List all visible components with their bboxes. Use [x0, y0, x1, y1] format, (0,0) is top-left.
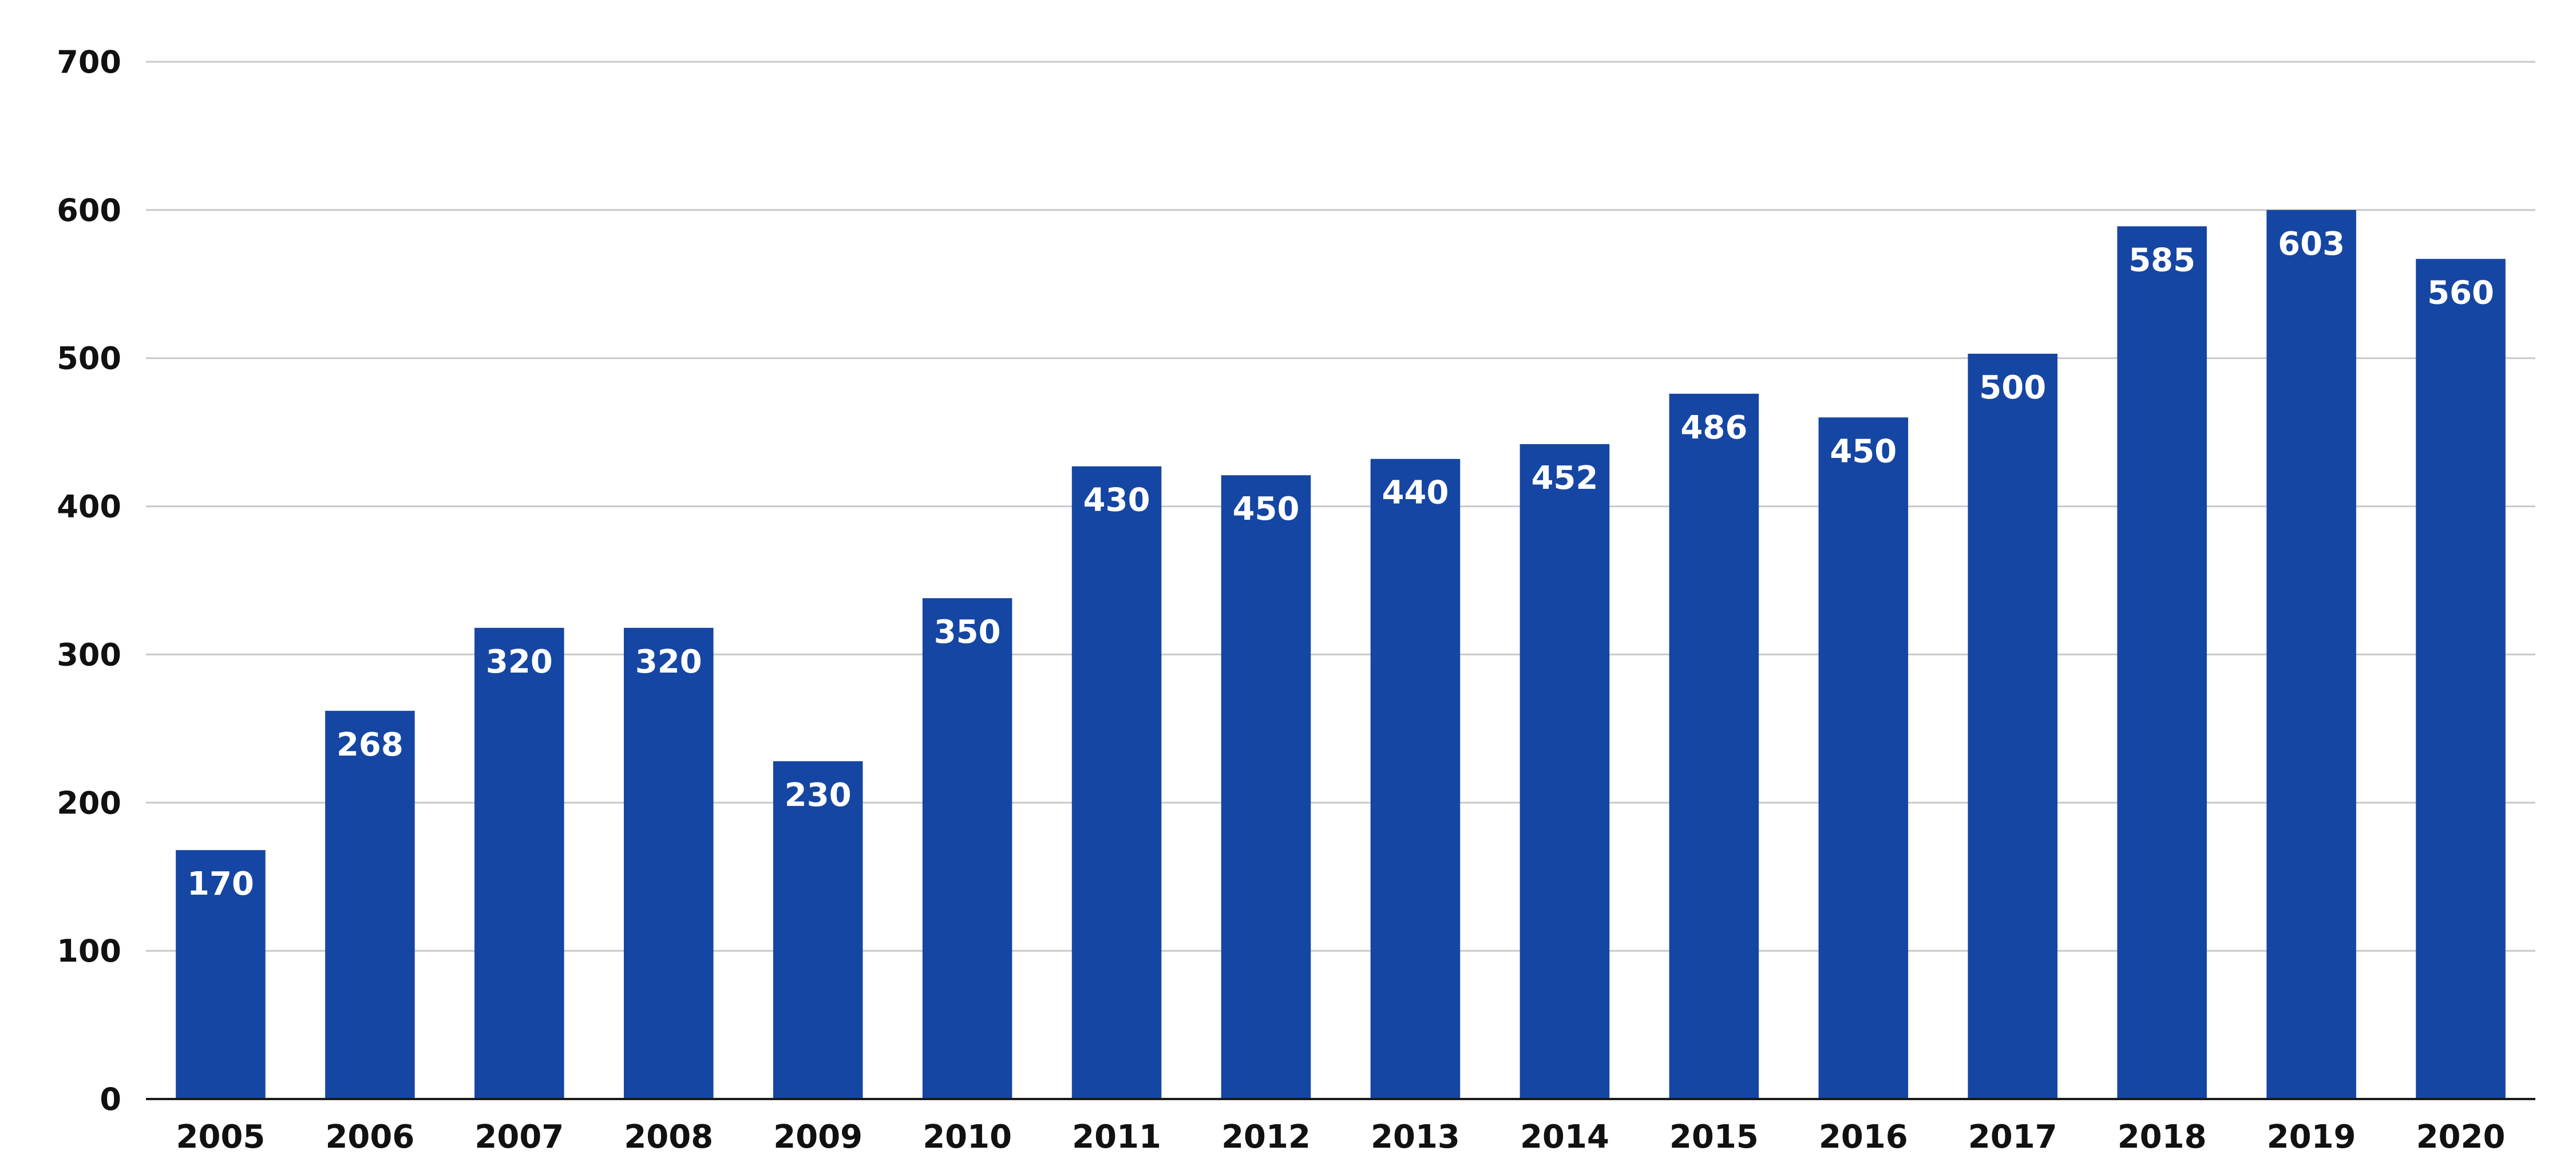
bar-value-label: 350	[934, 614, 1001, 651]
bar	[2117, 226, 2207, 1099]
x-tick-label: 2007	[474, 1118, 564, 1156]
x-axis-ticks: 2005 2006 2007 2008 2009 2010 2011 2012 2013 2014…	[176, 1118, 2506, 1156]
bar	[1968, 353, 2057, 1100]
x-tick-label: 2017	[1968, 1118, 2057, 1156]
bar	[922, 598, 1012, 1099]
x-tick-label: 2014	[1520, 1118, 1609, 1156]
bar	[474, 627, 564, 1099]
bars	[176, 209, 2506, 1100]
x-tick-label: 2016	[1819, 1118, 1908, 1156]
x-tick-label: 2012	[1221, 1118, 1311, 1156]
bar	[1071, 466, 1162, 1100]
x-tick-label: 2011	[1072, 1118, 1161, 1156]
bar-value-label: 268	[337, 726, 403, 764]
bar	[1669, 393, 1759, 1099]
bar-value-label: 500	[1979, 369, 2046, 406]
bar	[1221, 475, 1311, 1099]
bar	[2416, 259, 2506, 1099]
y-tick-label: 500	[57, 341, 121, 377]
y-tick-label: 600	[57, 192, 121, 228]
y-tick-label: 200	[57, 785, 121, 821]
bar-value-label: 320	[635, 643, 702, 681]
bar	[1818, 417, 1909, 1100]
bar	[1370, 458, 1461, 1100]
x-tick-label: 2013	[1371, 1118, 1460, 1156]
bar-value-label: 440	[1382, 475, 1449, 512]
bar	[1520, 444, 1610, 1099]
bar-value-label: 450	[1233, 491, 1300, 528]
x-tick-label: 2005	[176, 1118, 266, 1156]
y-tick-label: 300	[57, 637, 121, 673]
x-tick-label: 2019	[2267, 1118, 2356, 1156]
bar-value-label: 170	[187, 865, 254, 903]
bar-value-label: 230	[785, 777, 852, 814]
bar-value-label: 486	[1680, 409, 1747, 446]
bar	[325, 710, 415, 1099]
bar-value-label: 452	[1531, 460, 1598, 497]
x-tick-label: 2015	[1669, 1118, 1759, 1156]
bar	[176, 850, 266, 1099]
bar-value-label: 560	[2427, 274, 2494, 311]
bar-value-label: 450	[1830, 433, 1897, 470]
x-tick-label: 2009	[773, 1118, 862, 1156]
x-tick-label: 2006	[325, 1118, 414, 1156]
x-tick-label: 2018	[2118, 1118, 2207, 1156]
y-tick-label: 400	[57, 489, 121, 525]
x-tick-label: 2020	[2416, 1118, 2506, 1156]
bar	[2266, 209, 2356, 1099]
y-tick-label: 100	[57, 933, 121, 969]
y-tick-label: 700	[57, 44, 121, 80]
bar-value-label: 585	[2128, 242, 2195, 279]
bar-value-label: 603	[2278, 226, 2345, 263]
bar-value-label: 320	[486, 643, 553, 681]
x-tick-label: 2010	[923, 1118, 1012, 1156]
bar-value-labels: 170 268 320 320 230 350 430 450 440 452 486 450 500 5…	[187, 226, 2494, 903]
y-axis-ticks: 0 100 200 300 400 500 600 700	[57, 44, 121, 1117]
x-tick-label: 2008	[624, 1118, 713, 1156]
bar	[773, 761, 863, 1099]
y-tick-label: 0	[100, 1081, 121, 1117]
bar	[624, 627, 714, 1099]
bar-value-label: 430	[1083, 482, 1150, 519]
